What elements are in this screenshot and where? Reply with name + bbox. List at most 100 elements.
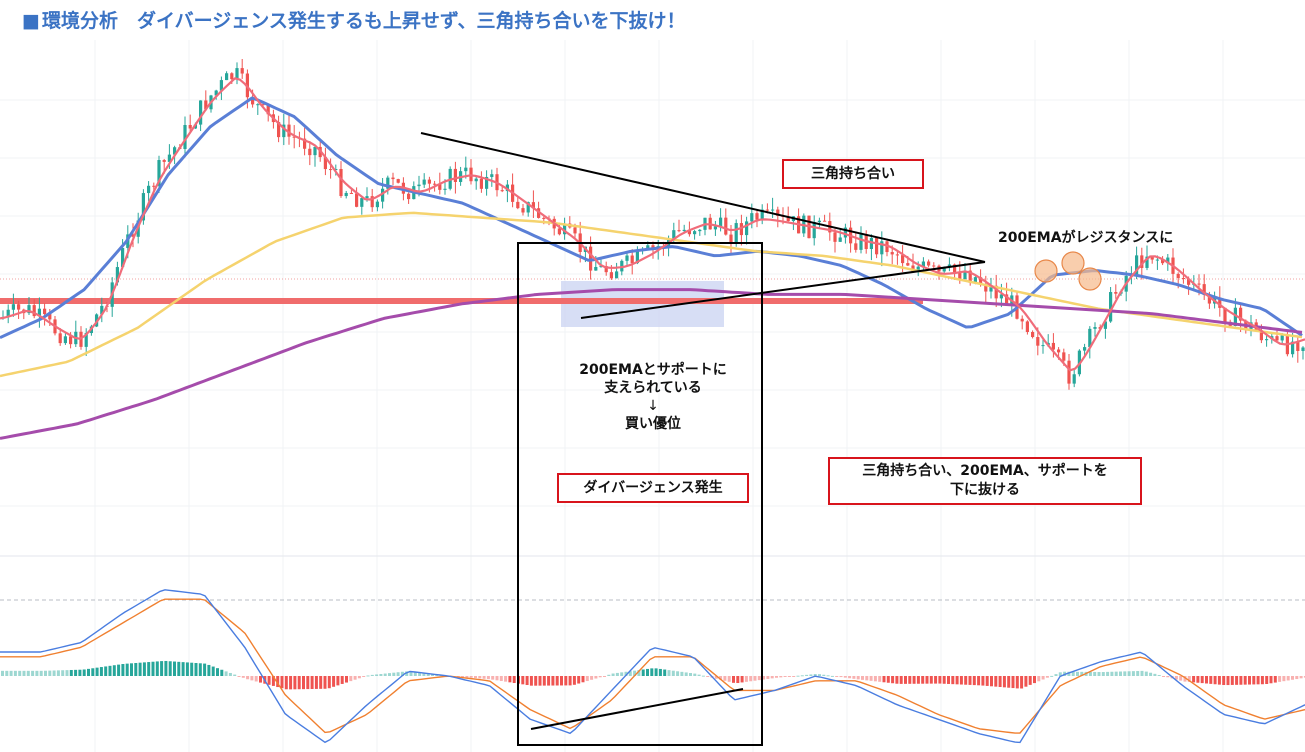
macd-histogram-bar (340, 676, 344, 684)
candle-body (204, 100, 208, 110)
macd-histogram-bar (697, 674, 701, 676)
macd-histogram-bar (671, 670, 675, 676)
support-note-line3: 買い優位 (625, 416, 681, 432)
macd-histogram-bar (1041, 676, 1045, 680)
candle-body (682, 229, 686, 231)
macd-histogram-bar (714, 676, 718, 679)
macd-histogram-bar (1020, 676, 1024, 689)
ema-slow-line (0, 211, 1303, 378)
candle-body (1181, 278, 1185, 280)
macd-histogram-bar (925, 676, 929, 684)
candle-body (526, 202, 530, 213)
candle-body (880, 241, 884, 255)
macd-histogram-bar (775, 676, 778, 678)
macd-histogram-bar (779, 676, 783, 678)
macd-histogram-bar (405, 671, 409, 676)
macd-histogram-bar (1114, 671, 1118, 676)
candle-body (69, 336, 73, 345)
macd-histogram-bar (87, 668, 90, 676)
candle-body (979, 277, 983, 285)
macd-histogram-bar (551, 676, 555, 686)
macd-histogram-bar (276, 676, 280, 688)
macd-histogram-bar (809, 674, 813, 676)
macd-histogram-bar (719, 676, 723, 680)
candle-body (334, 168, 338, 170)
candle-body (823, 220, 827, 222)
macd-histogram-bar (899, 676, 903, 684)
candles (1, 59, 1305, 390)
macd-histogram-bar (826, 675, 830, 677)
candle-body (355, 193, 359, 207)
macd-histogram-bar (349, 676, 353, 682)
macd-histogram-bar (332, 676, 336, 687)
macd-histogram-bar (1080, 671, 1084, 676)
macd-histogram-bar (830, 675, 834, 677)
macd-histogram-bar (13, 670, 17, 676)
macd-histogram-bar (22, 670, 26, 676)
candle-body (516, 201, 520, 209)
resistance-touch-marker (1034, 259, 1058, 283)
candle-body (474, 178, 478, 182)
macd-histogram-bar (418, 672, 422, 676)
macd-histogram-bar (766, 676, 770, 679)
macd-line (0, 589, 1305, 744)
macd-divergence-line (530, 688, 744, 730)
candle-body (152, 185, 156, 187)
macd-histogram-bar (1291, 676, 1294, 680)
candle-body (396, 179, 400, 183)
candle-body (1207, 294, 1211, 304)
macd-histogram-bar (891, 676, 895, 684)
macd-histogram-bar (1007, 676, 1011, 688)
candle-body (1051, 342, 1055, 350)
macd-histogram-bar (370, 674, 374, 676)
candle-body (755, 213, 759, 220)
macd-histogram-bar (628, 671, 632, 676)
macd-histogram-bar (284, 676, 288, 690)
candle-body (370, 196, 374, 208)
candle-body (48, 314, 52, 320)
macd-histogram-bar (843, 676, 847, 678)
macd-histogram-bar (185, 662, 189, 676)
macd-histogram-bar (211, 666, 215, 676)
macd-histogram-bar (848, 676, 852, 679)
macd-histogram-bar (413, 671, 417, 676)
macd-histogram-bar (65, 670, 69, 676)
macd-histogram-bar (521, 676, 525, 685)
candle-body (1275, 336, 1279, 341)
macd-histogram-bar (667, 670, 671, 676)
candle-body (84, 333, 88, 347)
candle-body (672, 230, 676, 239)
candle-body (225, 73, 229, 81)
candle-body (251, 97, 255, 105)
macd-histogram-bar (813, 674, 817, 676)
macd-histogram-bar (336, 676, 340, 686)
candle-body (1005, 294, 1009, 306)
macd-histogram-bar (267, 676, 271, 685)
candle-body (1223, 307, 1227, 322)
candle-body (573, 227, 577, 234)
macd-histogram-bar (873, 676, 877, 682)
candle-body (750, 213, 754, 222)
macd-histogram-bar (1243, 676, 1247, 685)
macd-histogram-bar (194, 663, 198, 676)
candle-body (386, 177, 390, 189)
macd-histogram-bar (835, 676, 839, 677)
macd-histogram-bar (1140, 670, 1144, 676)
macd-histogram-bar (878, 676, 882, 682)
macd-histogram-bar (654, 668, 658, 676)
candle-body (261, 104, 265, 106)
macd-histogram-bar (736, 676, 740, 684)
macd-histogram-bar (1110, 671, 1114, 676)
candle-body (1109, 292, 1113, 322)
candle-body (391, 177, 395, 180)
candle-body (927, 261, 931, 266)
macd-histogram-bar (1166, 676, 1170, 678)
macd-histogram-bar (499, 676, 503, 681)
candle-body (131, 234, 135, 237)
ema-200-line (0, 288, 1303, 440)
macd-histogram-bar (491, 676, 495, 680)
candle-body (1296, 341, 1300, 351)
macd-histogram-bar (977, 676, 981, 686)
candle-body (339, 168, 343, 197)
macd-histogram-bar (581, 676, 585, 683)
